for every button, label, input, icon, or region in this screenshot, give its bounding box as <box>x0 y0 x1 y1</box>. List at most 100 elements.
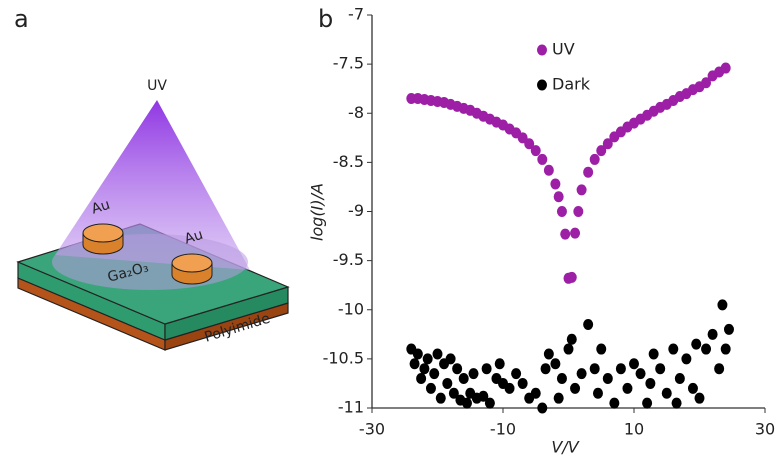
data-point <box>691 339 701 350</box>
data-point <box>459 373 469 384</box>
legend-marker <box>537 45 547 56</box>
data-point <box>695 393 705 404</box>
data-point <box>570 383 580 394</box>
data-point <box>564 344 574 355</box>
data-point <box>442 378 452 389</box>
data-point <box>560 229 570 240</box>
y-tick-label: -10.5 <box>323 348 364 367</box>
data-point <box>675 373 685 384</box>
data-point <box>590 154 600 165</box>
x-tick-label: -10 <box>490 420 516 439</box>
data-point <box>717 299 727 310</box>
legend-label: UV <box>552 40 575 59</box>
data-point <box>462 398 472 409</box>
electrode <box>83 224 123 254</box>
data-point <box>570 228 580 239</box>
data-point <box>550 358 560 369</box>
legend-marker <box>537 80 547 91</box>
data-point <box>642 398 652 409</box>
data-point <box>577 368 587 379</box>
data-point <box>433 348 443 359</box>
data-point <box>577 184 587 195</box>
data-point <box>603 373 613 384</box>
data-point <box>485 398 495 409</box>
electrode <box>172 254 212 284</box>
data-point <box>416 373 426 384</box>
illumination-spot <box>52 234 248 290</box>
data-point <box>554 191 564 202</box>
data-point <box>609 398 619 409</box>
device-diagram: a UV Au Au Ga₂O₃ Polyimide <box>14 5 288 350</box>
data-point <box>550 178 560 189</box>
x-tick-label: 30 <box>755 420 775 439</box>
data-point <box>446 353 456 364</box>
data-point <box>714 363 724 374</box>
data-point <box>593 388 603 399</box>
data-point <box>531 145 541 156</box>
data-point <box>537 403 547 414</box>
y-tick-label: -10 <box>338 299 364 318</box>
data-point <box>708 329 718 340</box>
data-point <box>469 368 479 379</box>
data-point <box>436 393 446 404</box>
data-point <box>681 353 691 364</box>
data-point <box>544 348 554 359</box>
data-point <box>495 358 505 369</box>
data-point <box>410 358 420 369</box>
data-point <box>721 344 731 355</box>
data-point <box>583 319 593 330</box>
y-tick-label: -8.5 <box>333 152 364 171</box>
data-point <box>482 363 492 374</box>
x-tick-label: -30 <box>359 420 385 439</box>
data-point <box>636 368 646 379</box>
data-point <box>721 63 731 74</box>
data-point <box>413 348 423 359</box>
data-point <box>672 398 682 409</box>
y-tick-label: -7 <box>348 5 364 24</box>
data-point <box>590 363 600 374</box>
data-point <box>505 383 515 394</box>
panel-label: a <box>14 5 29 33</box>
data-point <box>518 378 528 389</box>
data-point <box>662 388 672 399</box>
data-point <box>701 344 711 355</box>
data-point <box>423 353 433 364</box>
data-point <box>583 167 593 178</box>
data-point <box>544 165 554 176</box>
data-point <box>645 378 655 389</box>
data-point <box>724 324 734 335</box>
figure: a UV Au Au Ga₂O₃ Polyimide b V/V log(I)/… <box>0 0 778 461</box>
y-tick-label: -7.5 <box>333 54 364 73</box>
data-point <box>537 154 547 165</box>
light-label: UV <box>147 78 167 94</box>
data-point <box>426 383 436 394</box>
panel-label: b <box>318 5 333 33</box>
data-point <box>419 363 429 374</box>
data-point <box>596 344 606 355</box>
legend-label: Dark <box>552 75 591 94</box>
data-point <box>573 206 583 217</box>
data-point <box>567 334 577 345</box>
data-point <box>541 363 551 374</box>
data-point <box>429 368 439 379</box>
data-point <box>452 363 462 374</box>
data-point <box>511 368 521 379</box>
y-tick-label: -8 <box>348 103 364 122</box>
data-point <box>567 272 577 283</box>
data-point <box>554 393 564 404</box>
x-axis-label: V/V <box>551 438 579 457</box>
data-point <box>629 358 639 369</box>
data-point <box>655 363 665 374</box>
y-axis-label: log(I)/A <box>308 183 327 241</box>
data-point <box>616 363 626 374</box>
data-point <box>557 373 567 384</box>
data-point <box>622 383 632 394</box>
x-tick-label: 10 <box>624 420 644 439</box>
data-point <box>688 383 698 394</box>
data-point <box>557 206 567 217</box>
y-tick-label: -11 <box>338 398 364 417</box>
data-point <box>649 348 659 359</box>
data-point <box>531 388 541 399</box>
y-tick-label: -9.5 <box>333 250 364 269</box>
y-tick-label: -9 <box>348 201 364 220</box>
